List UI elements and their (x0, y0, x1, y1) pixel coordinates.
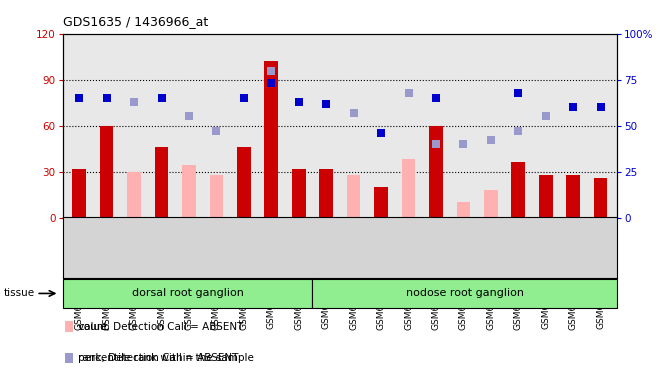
Point (431, 141, 442, 147)
Point (595, 104, 606, 110)
Bar (539, 175, 552, 217)
Point (211, 128, 222, 134)
Bar (374, 187, 388, 218)
Bar (154, 147, 168, 218)
Point (403, 90, 414, 96)
Text: GDS1635 / 1436966_at: GDS1635 / 1436966_at (63, 15, 208, 28)
Bar (65, 352, 73, 363)
Text: percentile rank within the sample: percentile rank within the sample (79, 353, 254, 363)
Point (102, 95, 112, 101)
Bar (312, 279, 617, 308)
Point (156, 95, 167, 101)
Bar (65, 352, 73, 363)
Bar (429, 126, 443, 218)
Bar (512, 162, 525, 218)
Text: rank, Detection Call = ABSENT: rank, Detection Call = ABSENT (79, 353, 239, 363)
Bar (100, 126, 114, 218)
Point (74, 95, 84, 101)
Point (321, 100, 331, 106)
Bar (65, 321, 73, 332)
Point (294, 99, 304, 105)
Point (568, 104, 578, 110)
Point (348, 110, 359, 116)
Bar (319, 168, 333, 217)
Point (266, 80, 277, 86)
Text: value, Detection Call = ABSENT: value, Detection Call = ABSENT (79, 322, 244, 332)
Bar (566, 175, 580, 217)
Bar (73, 168, 86, 217)
Point (376, 130, 386, 136)
Text: nodose root ganglion: nodose root ganglion (406, 288, 523, 298)
Text: tissue: tissue (3, 288, 34, 298)
Point (431, 95, 442, 101)
Bar (346, 175, 360, 217)
Bar (209, 175, 223, 217)
Point (513, 90, 523, 96)
Bar (457, 202, 471, 217)
Text: dorsal root ganglion: dorsal root ganglion (131, 288, 244, 298)
Bar (237, 147, 251, 218)
Point (129, 99, 139, 105)
Bar (484, 190, 498, 217)
Point (183, 113, 194, 119)
Bar (127, 172, 141, 217)
Bar (594, 178, 607, 218)
Point (458, 141, 469, 147)
Text: count: count (79, 322, 108, 332)
Bar (182, 165, 196, 218)
Point (513, 128, 523, 134)
Bar (63, 279, 312, 308)
Bar (265, 62, 278, 217)
Point (238, 95, 249, 101)
Point (486, 137, 496, 143)
Bar (292, 168, 306, 217)
Bar (402, 159, 415, 218)
Point (266, 68, 277, 74)
Bar (65, 321, 73, 332)
Point (541, 113, 551, 119)
